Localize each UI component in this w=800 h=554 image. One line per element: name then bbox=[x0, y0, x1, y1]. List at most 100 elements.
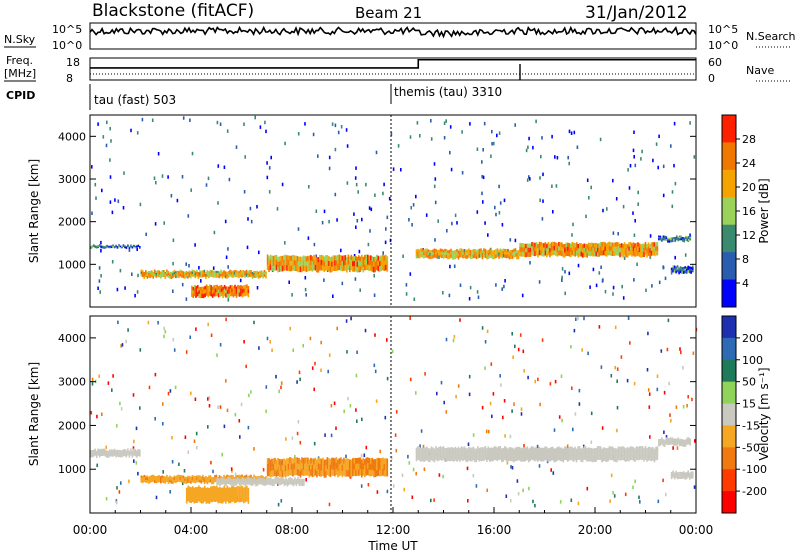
velocity-band-cell bbox=[223, 477, 225, 480]
power-band-cell bbox=[478, 251, 481, 255]
power-band-cell bbox=[210, 285, 212, 290]
velocity-band-cell bbox=[421, 451, 424, 457]
velocity-echo-cell bbox=[299, 377, 301, 382]
power-echo-cell bbox=[481, 191, 483, 196]
velocity-band-cell bbox=[252, 480, 254, 484]
velocity-echo-cell bbox=[309, 336, 312, 341]
velocity-band-cell bbox=[220, 482, 223, 485]
power-band-cell bbox=[91, 245, 94, 247]
power-band-cell bbox=[653, 242, 656, 248]
velocity-band-cell bbox=[90, 450, 92, 453]
velocity-band-cell bbox=[685, 439, 687, 443]
power-band-cell bbox=[445, 252, 448, 256]
velocity-band-cell bbox=[447, 456, 449, 462]
power-band-cell bbox=[200, 272, 203, 276]
velocity-band-cell bbox=[212, 479, 215, 482]
power-band-cell bbox=[98, 244, 101, 246]
velocity-band-cell bbox=[383, 470, 386, 477]
power-band-cell bbox=[157, 274, 159, 277]
velocity-band-cell bbox=[219, 497, 221, 503]
power-echo-cell bbox=[564, 270, 566, 274]
velocity-band-cell bbox=[241, 474, 243, 478]
power-band-cell bbox=[358, 255, 360, 261]
power-band-cell bbox=[217, 273, 219, 276]
power-band-cell bbox=[685, 238, 687, 241]
power-band-cell bbox=[361, 264, 363, 271]
velocity-band-cell bbox=[247, 498, 250, 504]
velocity-band-cell bbox=[675, 470, 677, 474]
velocity-band-cell bbox=[519, 455, 521, 461]
power-band-cell bbox=[468, 254, 470, 258]
power-band-cell bbox=[656, 241, 659, 247]
power-echo-cell bbox=[498, 211, 501, 215]
velocity-band-cell bbox=[619, 451, 621, 457]
power-band-cell bbox=[478, 254, 481, 258]
velocity-band-cell bbox=[243, 497, 245, 504]
velocity-echo-cell bbox=[116, 486, 118, 490]
velocity-band-cell bbox=[237, 476, 239, 480]
velocity-band-cell bbox=[679, 441, 681, 445]
power-band-cell bbox=[429, 255, 431, 260]
power-band-cell bbox=[263, 269, 266, 273]
velocity-band-cell bbox=[97, 448, 99, 452]
power-band-cell bbox=[656, 246, 659, 251]
power-echo-cell bbox=[640, 157, 642, 161]
velocity-band-cell bbox=[272, 470, 275, 477]
power-band-cell bbox=[116, 246, 119, 248]
velocity-echo-cell bbox=[662, 478, 664, 483]
velocity-band-cell bbox=[283, 481, 286, 484]
velocity-band-cell bbox=[122, 449, 125, 452]
velocity-band-cell bbox=[625, 452, 627, 458]
power-band-cell bbox=[683, 239, 686, 241]
power-echo-cell bbox=[649, 234, 652, 238]
power-band-cell bbox=[583, 247, 586, 253]
power-band-cell bbox=[280, 255, 282, 262]
velocity-band-cell bbox=[385, 470, 387, 477]
velocity-band-cell bbox=[676, 438, 678, 442]
power-band-cell bbox=[286, 255, 288, 261]
velocity-band-cell bbox=[679, 443, 681, 447]
velocity-band-cell bbox=[269, 471, 272, 478]
velocity-band-cell bbox=[429, 452, 431, 458]
power-band-cell bbox=[284, 264, 287, 271]
velocity-band-cell bbox=[296, 457, 299, 464]
power-echo-cell bbox=[188, 264, 190, 268]
velocity-echo-cell bbox=[133, 439, 135, 444]
velocity-band-cell bbox=[334, 464, 336, 471]
velocity-band-cell bbox=[161, 475, 164, 479]
power-band-cell bbox=[573, 247, 575, 252]
velocity-band-cell bbox=[310, 463, 312, 470]
velocity-band-cell bbox=[356, 457, 359, 465]
power-band-cell bbox=[122, 245, 125, 248]
velocity-band-cell bbox=[427, 456, 430, 462]
velocity-band-cell bbox=[423, 452, 425, 458]
power-band-cell bbox=[475, 252, 478, 257]
power-echo-cell bbox=[532, 145, 534, 150]
velocity-band-cell bbox=[270, 482, 272, 486]
power-band-cell bbox=[352, 266, 354, 272]
velocity-band-cell bbox=[672, 470, 674, 474]
power-band-cell bbox=[217, 293, 220, 298]
power-band-cell bbox=[263, 272, 266, 275]
power-band-cell bbox=[167, 275, 170, 278]
power-band-cell bbox=[284, 259, 287, 266]
velocity-echo-cell bbox=[500, 383, 502, 387]
velocity-echo-cell bbox=[436, 391, 438, 396]
power-band-cell bbox=[286, 260, 288, 266]
power-band-cell bbox=[601, 250, 603, 256]
power-band-cell bbox=[690, 266, 692, 270]
velocity-band-cell bbox=[454, 451, 457, 457]
velocity-echo-cell bbox=[616, 428, 618, 433]
velocity-band-cell bbox=[193, 477, 195, 481]
power-band-cell bbox=[604, 246, 606, 252]
velocity-band-cell bbox=[133, 448, 135, 452]
power-band-cell bbox=[219, 289, 221, 294]
velocity-band-cell bbox=[202, 474, 204, 478]
velocity-echo-cell bbox=[440, 380, 443, 385]
velocity-band-cell bbox=[247, 493, 250, 499]
power-band-cell bbox=[469, 255, 472, 260]
power-echo-cell bbox=[652, 158, 654, 163]
power-band-cell bbox=[382, 254, 384, 261]
power-band-cell bbox=[231, 292, 233, 297]
velocity-band-cell bbox=[465, 452, 467, 458]
